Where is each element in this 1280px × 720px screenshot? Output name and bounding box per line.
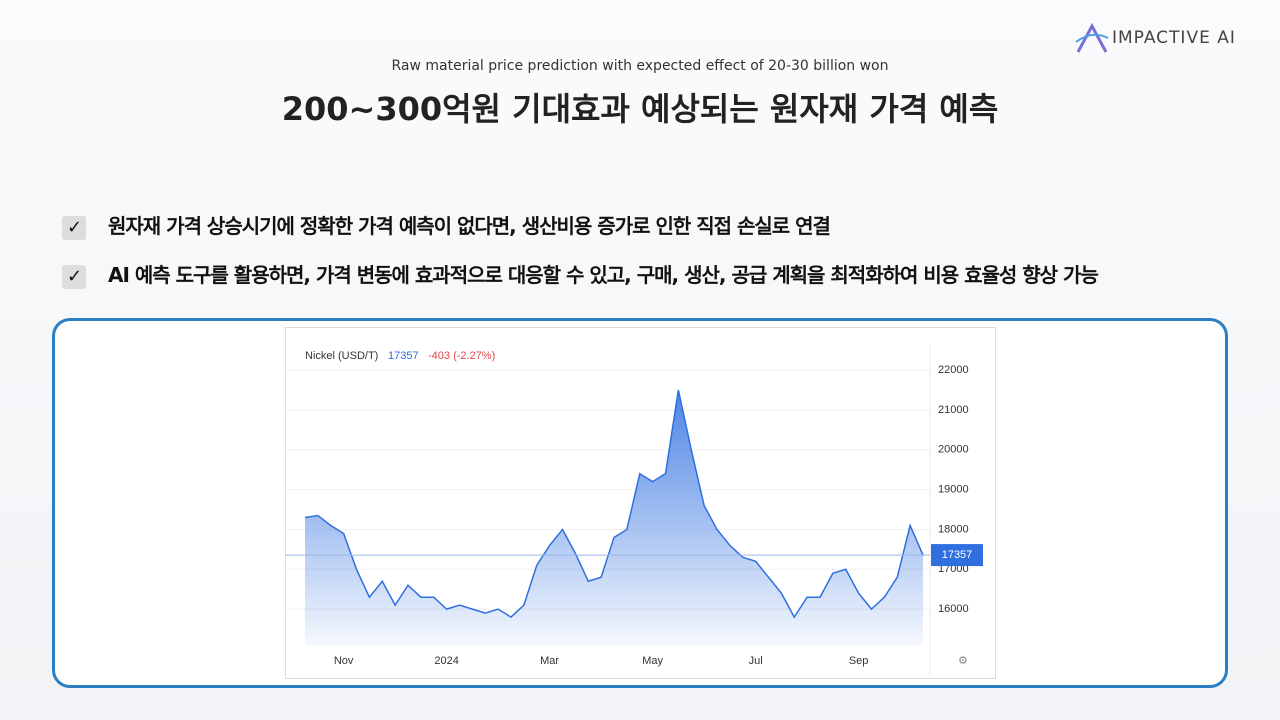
y-tick-label: 17000 — [938, 563, 969, 575]
brand: IMPACTIVE AI — [1112, 28, 1236, 48]
line — [304, 389, 924, 619]
y-tick-label: 20000 — [938, 444, 969, 456]
x-tick-label: Nov — [334, 655, 354, 667]
chart-title: Nickel (USD/T) — [305, 350, 378, 362]
y-tick-label: 21000 — [938, 404, 969, 416]
y-tick-label: 19000 — [938, 484, 969, 496]
bullet-text: AI 예측 도구를 활용하면, 가격 변동에 효과적으로 대응할 수 있고, 구… — [108, 263, 1099, 287]
y-tick-label: 18000 — [938, 523, 969, 535]
check: ✓ — [62, 264, 86, 289]
last-price-tag-bg — [931, 544, 983, 567]
settings-icon[interactable]: ⚙ — [958, 655, 968, 667]
bullet: ✓ 원자재 가격 상승시기에 정확한 가격 예측이 없다면, 생산비용 증가로 인… — [62, 210, 831, 240]
x-tick-label: Mar — [540, 655, 559, 667]
bullet: ✓ AI 예측 도구를 활용하면, 가격 변동에 효과적으로 대응할 수 있고, … — [62, 259, 1099, 289]
x-tick-label: 2024 — [434, 655, 458, 667]
last-price: 17357 — [388, 350, 419, 362]
title: 200~300억원 기대효과 예상되는 원자재 가격 예측 — [281, 90, 999, 128]
logo-icon — [1075, 22, 1109, 53]
check: ✓ — [62, 215, 86, 240]
last-price-tag: 17357 — [942, 549, 973, 561]
subtitle: Raw material price prediction with expec… — [391, 58, 889, 74]
x-tick-label: Jul — [749, 655, 763, 667]
chart: Nickel (USD/T) 17357 -403 (-2.27%) ⚙ 160… — [285, 327, 996, 679]
change: -403 (-2.27%) — [428, 350, 495, 362]
x-tick-label: Sep — [849, 655, 869, 667]
y-tick-label: 16000 — [938, 603, 969, 615]
area — [305, 390, 923, 645]
bullet-text: 원자재 가격 상승시기에 정확한 가격 예측이 없다면, 생산비용 증가로 인한… — [108, 214, 831, 238]
y-tick-label: 22000 — [938, 364, 969, 376]
x-tick-label: May — [642, 655, 663, 667]
